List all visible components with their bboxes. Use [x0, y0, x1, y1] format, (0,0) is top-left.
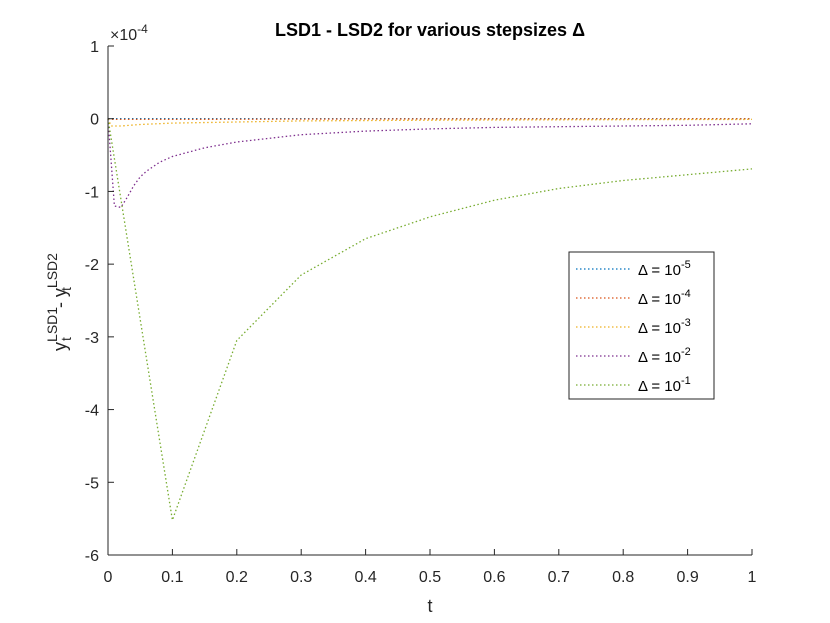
x-tick-label: 0.7 — [548, 569, 570, 586]
y-axis-label: yLSD1t - yLSD2t — [44, 253, 74, 351]
x-tick-label: 0.2 — [226, 569, 248, 586]
series-line-4 — [107, 118, 753, 209]
legend-label-4: Δ = 10-2 — [638, 346, 691, 366]
y-label-y2: y — [50, 288, 70, 297]
svg-text:yLSD1t - yLSD2t: yLSD1t - yLSD2t — [44, 253, 74, 351]
chart-title: LSD1 - LSD2 for various stepsizes Δ — [275, 20, 585, 40]
legend-label-2: Δ = 10-4 — [638, 288, 691, 308]
x-tick-label: 0.3 — [290, 569, 312, 586]
y-label-sub1: t — [58, 337, 74, 341]
y-ticks: 1 0 -1 -2 -3 -4 -5 -6 — [85, 39, 114, 565]
legend-label-1: Δ = 10-5 — [638, 259, 691, 279]
y-tick-label: -4 — [85, 403, 99, 420]
y-tick-label: -6 — [85, 548, 99, 565]
x-axis-label: t — [427, 596, 432, 616]
x-tick-label: 0.6 — [483, 569, 505, 586]
legend: Δ = 10-5 Δ = 10-4 Δ = 10-3 Δ = 10-2 Δ = 10-1 — [568, 251, 715, 400]
y-label-sub2: t — [58, 287, 74, 291]
x-tick-label: 0.8 — [612, 569, 634, 586]
legend-box — [568, 251, 715, 400]
x-tick-label: 0.1 — [161, 569, 183, 586]
x-ticks: 0 0.1 0.2 0.3 0.4 0.5 0.6 0.7 0.8 0.9 1 — [104, 549, 757, 586]
x-tick-label: 0.5 — [419, 569, 441, 586]
y-tick-label: -2 — [85, 257, 99, 274]
y-exponent-power: -4 — [137, 22, 148, 36]
y-label-sup2: LSD2 — [44, 253, 60, 288]
y-exponent-base: ×10 — [110, 27, 137, 44]
y-tick-label: -1 — [85, 184, 99, 201]
x-tick-label: 0.9 — [676, 569, 698, 586]
y-label-y1: y — [50, 342, 70, 351]
x-tick-label: 1 — [748, 569, 757, 586]
legend-label-3: Δ = 10-3 — [638, 317, 691, 337]
y-tick-label: 1 — [90, 39, 99, 56]
y-label-minus: - — [50, 297, 70, 313]
legend-items: Δ = 10-5 Δ = 10-4 Δ = 10-3 Δ = 10-2 Δ = 10-1 — [576, 259, 691, 395]
y-exponent-label: ×10-4 — [110, 22, 148, 44]
y-tick-label: 0 — [90, 112, 99, 129]
x-tick-label: 0.4 — [354, 569, 376, 586]
legend-label-5: Δ = 10-1 — [638, 375, 691, 395]
series-line-3 — [107, 118, 753, 127]
series-line-2 — [107, 118, 753, 121]
y-tick-label: -3 — [85, 330, 99, 347]
x-tick-label: 0 — [104, 569, 113, 586]
y-label-sup1: LSD1 — [44, 307, 60, 342]
plot-area: 0 0.1 0.2 0.3 0.4 0.5 0.6 0.7 0.8 0.9 1 1 0 -1 -2 -3 -4… — [85, 39, 757, 586]
y-tick-label: -5 — [85, 475, 99, 492]
